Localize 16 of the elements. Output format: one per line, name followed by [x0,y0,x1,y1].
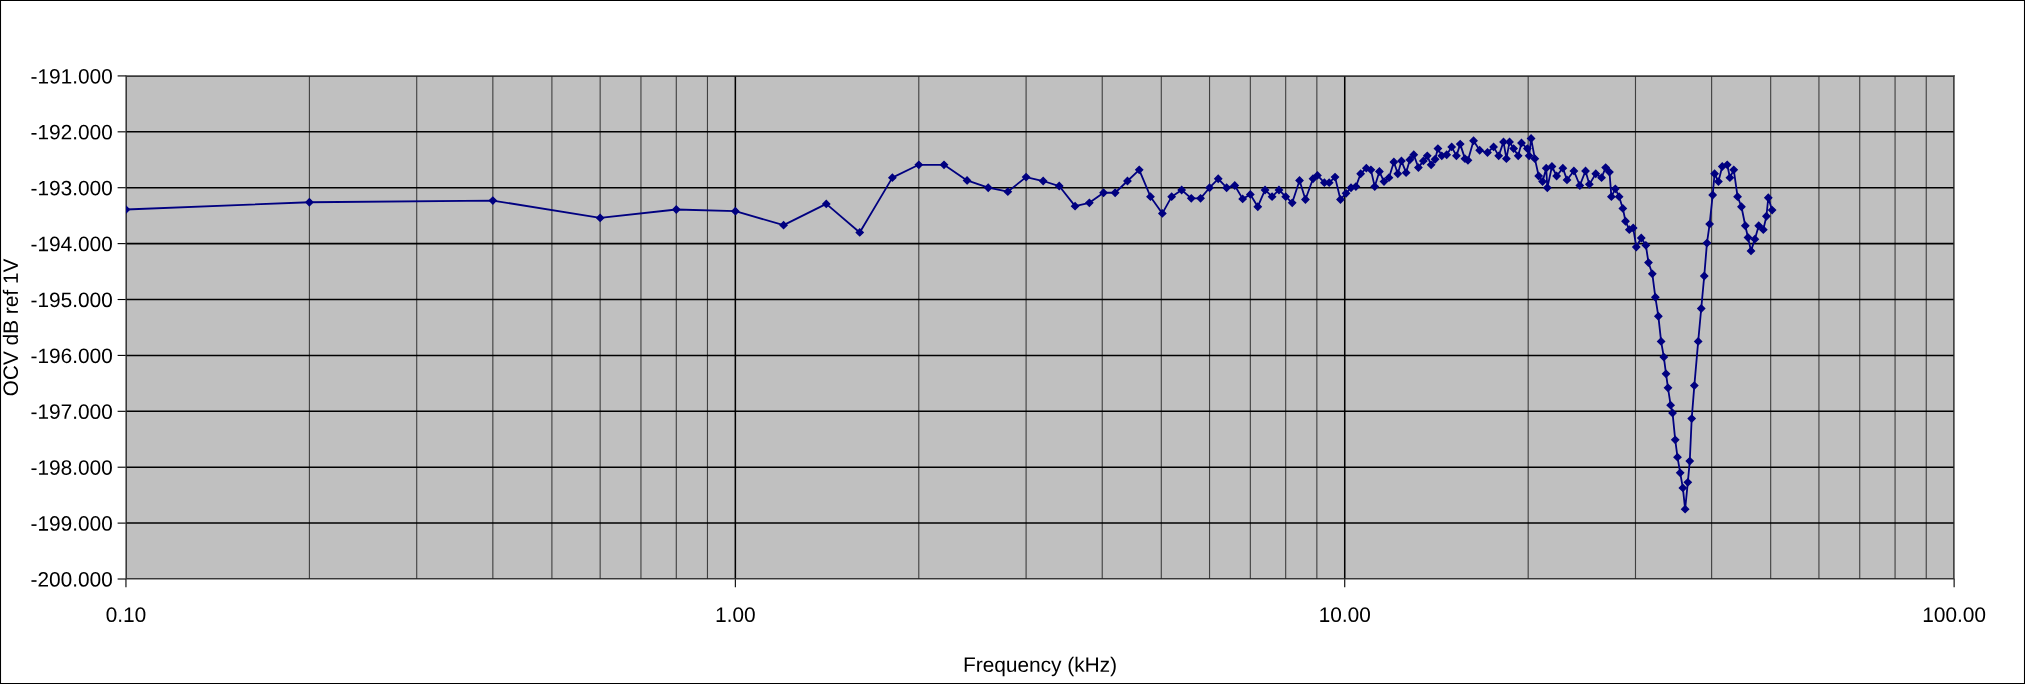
x-axis-title: Frequency (kHz) [964,656,1116,677]
y-tick-label: -199.000 [31,516,112,531]
y-tick-label: -193.000 [31,180,112,196]
y-tick-label: -194.000 [31,236,112,252]
y-axis-title: OCV dB ref 1V [2,258,19,396]
y-tick-label: -196.000 [31,348,112,364]
y-tick-label: -198.000 [31,460,112,475]
y-tick-label: -195.000 [31,292,112,308]
y-tick-label: -197.000 [31,404,112,420]
x-tick-label: 1.00 [716,607,755,623]
x-tick-label: 10.00 [1320,607,1370,623]
y-tick-label: -191.000 [31,68,112,84]
x-tick-label: 100.00 [1923,607,1986,623]
y-tick-label: -200.000 [31,572,112,587]
x-tick-label: 0.10 [106,607,146,623]
y-tick-label: -192.000 [31,124,112,140]
